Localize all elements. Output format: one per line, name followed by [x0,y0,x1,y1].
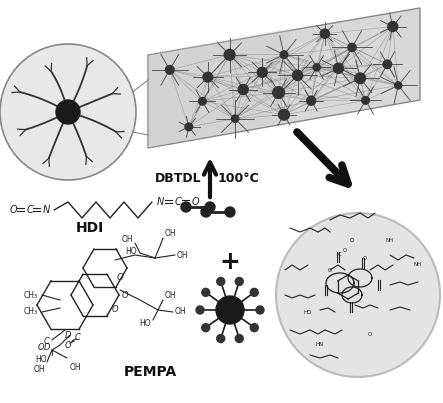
Text: HO: HO [304,310,312,314]
Text: O: O [112,305,118,314]
Circle shape [56,100,80,124]
Circle shape [256,306,264,314]
Circle shape [348,44,356,52]
Text: N: N [43,205,50,215]
Text: HDI: HDI [76,221,104,235]
Text: C: C [338,253,342,258]
Text: OH: OH [175,307,187,316]
Polygon shape [148,28,290,148]
Circle shape [276,213,440,377]
Text: O: O [328,268,332,272]
Circle shape [202,324,210,332]
Text: +: + [220,250,241,274]
Text: OH: OH [165,291,177,301]
Circle shape [250,324,258,332]
Text: O: O [122,291,128,299]
Text: O: O [350,237,354,243]
Text: DBTDL: DBTDL [155,172,202,185]
Circle shape [320,29,329,38]
Circle shape [235,334,243,343]
Text: C: C [27,205,34,215]
Polygon shape [148,8,420,148]
Circle shape [217,334,225,343]
Circle shape [165,66,174,74]
Circle shape [307,96,316,105]
Circle shape [224,50,235,60]
Circle shape [280,51,288,58]
Circle shape [395,82,402,89]
Circle shape [205,202,215,212]
Text: HN: HN [316,343,324,347]
Text: O: O [368,332,372,337]
Text: O: O [117,274,123,283]
Circle shape [388,21,398,31]
Text: O: O [37,343,44,353]
Text: O: O [10,205,18,215]
Circle shape [362,97,369,104]
Circle shape [333,63,343,73]
Text: OH: OH [121,235,133,245]
Circle shape [238,85,248,95]
Text: C: C [175,197,182,207]
Text: O: O [192,197,200,207]
Circle shape [250,289,258,296]
Circle shape [257,67,267,77]
Text: HO: HO [125,247,137,256]
Text: 100°C: 100°C [218,172,260,185]
Text: CH₃: CH₃ [24,307,38,316]
Circle shape [383,60,392,69]
Text: CH₃: CH₃ [24,291,38,299]
Text: HO: HO [35,355,47,364]
Text: PEMPA: PEMPA [123,365,177,379]
Circle shape [292,71,303,81]
Circle shape [313,64,320,71]
Text: C: C [44,337,50,347]
Circle shape [225,207,235,217]
Text: OH: OH [33,366,45,374]
Text: NH: NH [386,237,394,243]
Circle shape [202,289,210,296]
Text: OH: OH [165,229,177,239]
Circle shape [196,306,204,314]
Text: D: D [65,330,71,339]
Circle shape [217,278,225,285]
Text: O: O [343,247,347,253]
Text: OH: OH [70,363,82,372]
Circle shape [201,207,211,217]
Circle shape [279,109,289,120]
Circle shape [231,115,239,123]
Circle shape [203,72,213,82]
Circle shape [181,202,191,212]
Text: C: C [75,334,81,343]
Circle shape [216,296,244,324]
Text: O: O [363,256,367,260]
Circle shape [355,73,365,83]
Text: O: O [65,341,71,349]
Text: D: D [43,343,50,353]
Text: N: N [157,197,164,207]
Text: HO: HO [140,320,151,328]
Circle shape [0,44,136,180]
Circle shape [235,278,243,285]
Text: OH: OH [177,251,189,260]
Circle shape [185,123,193,131]
Circle shape [198,98,206,105]
Text: NH: NH [414,262,422,268]
Circle shape [273,87,284,98]
